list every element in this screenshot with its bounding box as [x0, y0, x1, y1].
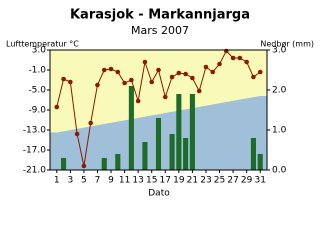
x-tick-label: 7 — [95, 176, 101, 186]
y-tick-label: 3.0 — [32, 46, 47, 56]
x-tick-label: 11 — [119, 176, 130, 186]
chart: Karasjok - Markannjarga Mars 2007 Luftte… — [6, 8, 314, 199]
chart-subtitle: Mars 2007 — [131, 24, 189, 37]
precip-bar — [155, 118, 162, 170]
y-tick-label: -9.0 — [28, 106, 46, 116]
precip-bar — [169, 134, 175, 170]
x-tick-label: 5 — [81, 176, 87, 186]
precip-bar — [128, 86, 134, 170]
temperature-point — [203, 64, 209, 70]
y2-tick-label: 2.0 — [272, 86, 287, 96]
x-tick-label: 1 — [54, 176, 60, 186]
y2-tick-label: 0.0 — [272, 166, 287, 176]
y-tick-label: -1.0 — [28, 66, 46, 76]
x-tick-label: 19 — [173, 176, 185, 186]
x-tick-label: 17 — [160, 176, 171, 186]
temperature-point — [190, 75, 195, 81]
temperature-point — [244, 59, 249, 65]
x-tick-label: 23 — [200, 176, 211, 186]
x-tick-label: 3 — [67, 176, 73, 186]
y-tick-label: -13.0 — [23, 126, 47, 136]
precip-bar — [183, 138, 189, 170]
temperature-point — [251, 74, 256, 80]
temperature-point — [142, 59, 148, 65]
x-tick-label: 9 — [108, 176, 114, 186]
temperature-point — [122, 80, 127, 86]
y2-axis-label: Nedbør (mm) — [260, 40, 314, 49]
x-tick-label: 21 — [187, 176, 198, 186]
x-axis-label: Dato — [148, 189, 170, 199]
x-tick-label: 13 — [132, 176, 143, 186]
y-tick-label: -17.0 — [23, 146, 47, 156]
y-axis-label: Lufttemperatur °C — [6, 40, 79, 49]
x-tick-label: 15 — [146, 176, 157, 186]
precip-bar — [189, 94, 195, 170]
temperature-point — [129, 77, 134, 83]
temperature-point — [81, 163, 87, 169]
temperature-point — [61, 76, 66, 82]
y-tick-label: -21.0 — [23, 166, 47, 176]
temperature-point — [210, 69, 216, 75]
temperature-point — [169, 74, 175, 80]
temperature-point — [135, 98, 141, 104]
y2-tick-label: 3.0 — [272, 46, 287, 56]
temperature-point — [162, 94, 168, 100]
temperature-point — [176, 70, 182, 76]
precip-bar — [250, 138, 256, 170]
temperature-point — [217, 61, 222, 67]
temperature-point — [224, 48, 229, 54]
temperature-point — [156, 67, 161, 73]
chart-title: Karasjok - Markannjarga — [70, 8, 250, 23]
temperature-point — [196, 88, 202, 94]
temperature-point — [149, 79, 155, 85]
temperature-point — [74, 131, 80, 137]
precip-bar — [61, 158, 67, 170]
x-tick-label: 25 — [214, 176, 225, 186]
precip-bar — [257, 154, 263, 170]
temperature-point — [68, 79, 73, 85]
x-tick-label: 27 — [227, 176, 238, 186]
precip-bar — [101, 158, 107, 170]
temperature-point — [115, 69, 121, 75]
temperature-point — [237, 55, 243, 61]
temperature-point — [101, 67, 107, 73]
y2-tick-label: 1.0 — [272, 126, 287, 136]
y-tick-label: -5.0 — [28, 86, 46, 96]
temperature-point — [257, 69, 263, 75]
precip-bar — [176, 94, 182, 170]
temperature-point — [88, 120, 93, 126]
precip-bar — [142, 142, 148, 170]
x-tick-label: 31 — [254, 176, 265, 186]
temperature-point — [54, 104, 60, 110]
precip-bar — [115, 154, 121, 170]
temperature-point — [108, 66, 114, 72]
temperature-point — [183, 71, 188, 77]
x-tick-label: 29 — [241, 176, 253, 186]
temperature-point — [95, 82, 100, 88]
temperature-point — [230, 55, 236, 61]
